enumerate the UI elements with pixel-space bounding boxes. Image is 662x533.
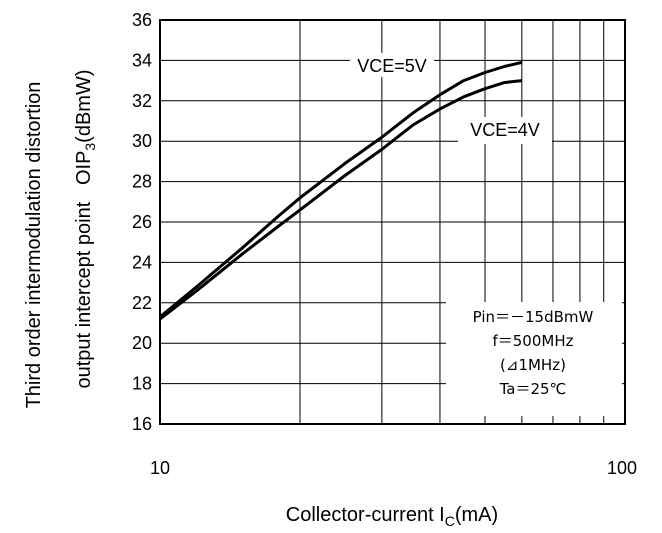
- condition-text: Ta＝25℃: [499, 380, 567, 398]
- series-labels: VCE=5V VCE=4V: [350, 53, 552, 144]
- series-label: VCE=4V: [470, 120, 540, 140]
- y-axis-title-prefix: output intercept point OIP: [73, 151, 95, 389]
- y-tick-labels: 16 18 20 22 24 26 28 30 32 34 36: [132, 10, 152, 434]
- x-tick-labels: 10 100: [150, 458, 637, 478]
- y-tick-label: 26: [132, 212, 152, 232]
- series-label: VCE=5V: [357, 56, 427, 76]
- y-tick-label: 20: [132, 333, 152, 353]
- conditions-box: Pin＝－15dBmW f＝500MHz (⊿1MHz) Ta＝25℃: [446, 302, 622, 416]
- conditions-box-bg: [446, 302, 622, 416]
- y-tick-label: 36: [132, 10, 152, 30]
- condition-text: (⊿1MHz): [500, 356, 566, 374]
- series-label-bg: [350, 53, 434, 77]
- series-line: [159, 60, 523, 319]
- y-tick-label: 24: [132, 252, 152, 272]
- y-axis-title-line1: Third order intermodulation distortion: [23, 82, 45, 409]
- series-lines: [159, 60, 523, 321]
- y-axis-title-subscript: 3: [82, 143, 98, 151]
- series-line: [159, 79, 522, 321]
- x-tick-label: 10: [150, 458, 170, 478]
- x-axis-title-prefix: Collector-current I: [286, 504, 445, 526]
- condition-text: Pin＝－15dBmW: [473, 308, 594, 326]
- y-axis-title-line2: output intercept point OIP3(dBmW): [73, 69, 98, 388]
- y-axis-title-suffix: (dBmW): [73, 69, 95, 142]
- y-tick-label: 28: [132, 172, 152, 192]
- y-tick-label: 32: [132, 91, 152, 111]
- y-tick-label: 16: [132, 414, 152, 434]
- x-axis-title-suffix: (mA): [455, 504, 498, 526]
- x-axis-title-subscript: C: [445, 513, 455, 529]
- series-label-bg: [458, 117, 552, 144]
- y-tick-label: 30: [132, 131, 152, 151]
- plot-frame: [159, 19, 626, 425]
- y-tick-label: 34: [132, 50, 152, 70]
- y-tick-label: 18: [132, 374, 152, 394]
- x-axis-title: Collector-current IC(mA): [286, 504, 498, 529]
- y-tick-label: 22: [132, 293, 152, 313]
- x-tick-label: 100: [607, 458, 637, 478]
- condition-text: f＝500MHz: [492, 332, 573, 350]
